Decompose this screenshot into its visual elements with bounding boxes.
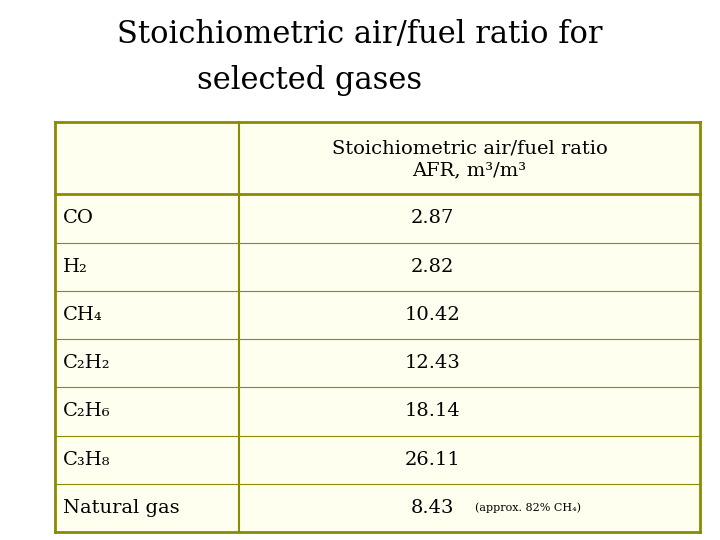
Text: Stoichiometric air/fuel ratio: Stoichiometric air/fuel ratio [331, 139, 607, 157]
Text: 10.42: 10.42 [405, 306, 460, 324]
Text: H₂: H₂ [63, 258, 88, 276]
Text: 2.87: 2.87 [411, 210, 454, 227]
Text: C₂H₆: C₂H₆ [63, 402, 111, 421]
Text: Natural gas: Natural gas [63, 499, 179, 517]
Text: selected gases: selected gases [197, 64, 423, 96]
Text: (approx. 82% CH₄): (approx. 82% CH₄) [474, 503, 580, 513]
Text: 18.14: 18.14 [405, 402, 460, 421]
Text: 2.82: 2.82 [411, 258, 454, 276]
Text: C₂H₂: C₂H₂ [63, 354, 111, 372]
Text: CH₄: CH₄ [63, 306, 103, 324]
Text: CO: CO [63, 210, 94, 227]
Bar [55, 122, 700, 532]
Text: 8.43: 8.43 [411, 499, 454, 517]
Text: C₃H₈: C₃H₈ [63, 451, 110, 469]
Text: AFR, m³/m³: AFR, m³/m³ [413, 161, 526, 179]
Text: 12.43: 12.43 [405, 354, 461, 372]
Text: Stoichiometric air/fuel ratio for: Stoichiometric air/fuel ratio for [117, 19, 603, 51]
Text: 26.11: 26.11 [405, 451, 460, 469]
